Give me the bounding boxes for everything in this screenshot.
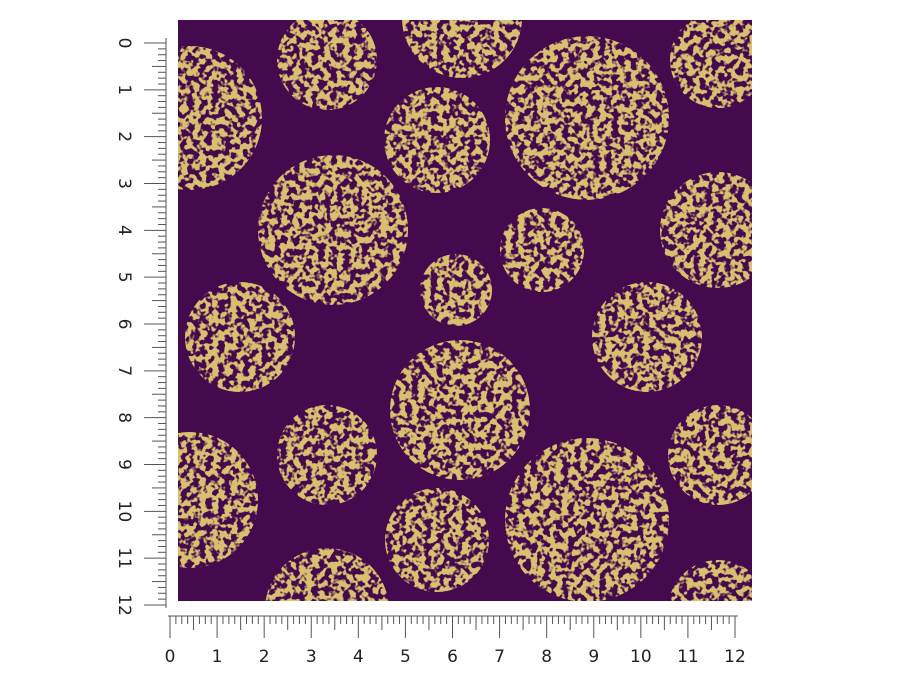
ruler-label: 12: [114, 594, 134, 616]
ruler-label: 3: [114, 178, 134, 189]
ruler-label: 2: [114, 131, 134, 142]
gold-circle: [178, 46, 262, 190]
gold-circle: [500, 208, 584, 292]
gold-circle: [385, 488, 489, 592]
ruler-label: 9: [588, 647, 599, 667]
ruler-label: 3: [306, 647, 317, 667]
gold-circle: [420, 254, 492, 326]
ruler-label: 2: [259, 647, 270, 667]
gold-circle: [505, 438, 669, 601]
gold-circle: [670, 20, 752, 108]
ruler-label: 7: [114, 365, 134, 376]
ruler-label: 5: [114, 272, 134, 283]
ruler-label: 11: [677, 647, 699, 667]
ruler-label: 0: [114, 38, 134, 49]
gold-circle: [402, 20, 522, 78]
ruler-label: 6: [114, 319, 134, 330]
gold-circle: [178, 432, 258, 568]
gold-circle: [390, 340, 530, 480]
gold-circle: [668, 560, 752, 601]
ruler-label: 1: [114, 84, 134, 95]
gold-circle: [265, 548, 389, 601]
ruler-label: 10: [630, 647, 652, 667]
ruler-label: 10: [114, 501, 134, 523]
ruler-label: 5: [400, 647, 411, 667]
gold-circle: [384, 87, 490, 193]
ruler-label: 12: [724, 647, 746, 667]
gold-circle: [258, 155, 408, 305]
ruler-label: 1: [212, 647, 223, 667]
ruler-label: 11: [114, 547, 134, 569]
ruler-label: 4: [114, 225, 134, 236]
ruler-label: 4: [353, 647, 364, 667]
gold-circle: [505, 36, 669, 200]
gold-circle: [185, 282, 295, 392]
ruler-label: 8: [114, 412, 134, 423]
gold-circle: [592, 282, 702, 392]
ruler-label: 7: [494, 647, 505, 667]
ruler-label: 8: [541, 647, 552, 667]
ruler-label: 6: [447, 647, 458, 667]
ruler-label: 0: [165, 647, 176, 667]
gold-circle: [277, 405, 377, 505]
gold-circle: [668, 405, 752, 505]
bottom-ruler: 0 1 2 3 4 5 6 7 8 9 10 11 12: [165, 615, 746, 667]
pattern-swatch: [178, 20, 752, 601]
ruler-label: 9: [114, 459, 134, 470]
gold-circle: [660, 172, 752, 288]
gold-circle: [277, 20, 377, 110]
gold-circles: [178, 20, 752, 601]
